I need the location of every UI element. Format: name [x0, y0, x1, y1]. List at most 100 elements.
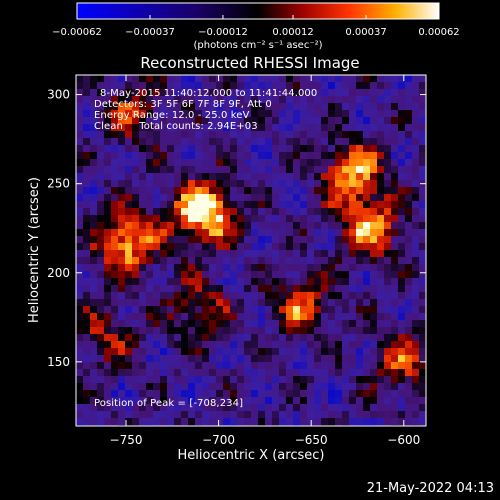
heatmap-cell [97, 355, 105, 363]
heatmap-cell [125, 222, 133, 230]
heatmap-cell [153, 159, 161, 167]
heatmap-cell [335, 383, 343, 391]
heatmap-cell [363, 369, 371, 377]
heatmap-cell [349, 292, 357, 300]
heatmap-cell [167, 180, 175, 188]
heatmap-cell [76, 257, 84, 265]
heatmap-cell [153, 131, 161, 139]
heatmap-cell [321, 390, 329, 398]
heatmap-cell [377, 278, 385, 286]
heatmap-cell [195, 320, 203, 328]
heatmap-cell [174, 180, 182, 188]
heatmap-cell [405, 341, 413, 349]
heatmap-cell [307, 159, 315, 167]
heatmap-cell [251, 313, 259, 321]
heatmap-cell [258, 411, 266, 419]
heatmap-cell [272, 110, 280, 118]
heatmap-cell [314, 271, 322, 279]
heatmap-cell [405, 299, 413, 307]
heatmap-cell [356, 341, 364, 349]
heatmap-cell [363, 292, 371, 300]
heatmap-cell [356, 313, 364, 321]
heatmap-cell [90, 103, 98, 111]
heatmap-cell [223, 418, 231, 426]
heatmap-cell [342, 96, 350, 104]
heatmap-cell [342, 75, 350, 83]
heatmap-cell [195, 208, 203, 216]
heatmap-cell [174, 138, 182, 146]
heatmap-cell [237, 229, 245, 237]
heatmap-cell [132, 124, 140, 132]
heatmap-cell [405, 264, 413, 272]
heatmap-cell [153, 229, 161, 237]
heatmap-cell [181, 334, 189, 342]
heatmap-cell [244, 173, 252, 181]
heatmap-cell [356, 355, 364, 363]
heatmap-cell [251, 180, 259, 188]
heatmap-cell [258, 250, 266, 258]
heatmap-cell [230, 313, 238, 321]
heatmap-cell [188, 341, 196, 349]
heatmap-cell [132, 313, 140, 321]
heatmap-cell [202, 320, 210, 328]
heatmap-cell [139, 194, 147, 202]
heatmap-cell [153, 243, 161, 251]
heatmap-cell [265, 201, 273, 209]
heatmap-cell [328, 390, 336, 398]
heatmap-cell [342, 215, 350, 223]
heatmap-cell [328, 173, 336, 181]
heatmap-cell [132, 341, 140, 349]
heatmap-cell [300, 124, 308, 132]
heatmap-cell [279, 75, 287, 83]
heatmap-cell [118, 390, 126, 398]
heatmap-cell [202, 348, 210, 356]
heatmap-cell [419, 397, 426, 405]
heatmap-cell [209, 145, 217, 153]
heatmap-cell [188, 334, 196, 342]
heatmap-cell [286, 355, 294, 363]
heatmap-cell [90, 110, 98, 118]
heatmap-cell [118, 82, 126, 90]
heatmap-cell [293, 320, 301, 328]
heatmap-cell [167, 243, 175, 251]
heatmap-cell [139, 222, 147, 230]
heatmap-cell [258, 271, 266, 279]
heatmap-cell [391, 229, 399, 237]
heatmap-cell [279, 180, 287, 188]
heatmap-cell [202, 152, 210, 160]
heatmap-cell [97, 376, 105, 384]
heatmap-cell [265, 306, 273, 314]
heatmap-cell [377, 320, 385, 328]
heatmap-cell [307, 208, 315, 216]
heatmap-cell [104, 285, 112, 293]
heatmap-cell [174, 173, 182, 181]
heatmap-cell [335, 404, 343, 412]
heatmap-cell [356, 278, 364, 286]
heatmap-cell [370, 215, 378, 223]
heatmap-cell [139, 145, 147, 153]
heatmap-cell [216, 110, 224, 118]
heatmap-cell [167, 278, 175, 286]
heatmap-cell [83, 117, 91, 125]
heatmap-cell [223, 173, 231, 181]
heatmap-cell [321, 348, 329, 356]
heatmap-cell [321, 362, 329, 370]
heatmap-cell [307, 285, 315, 293]
heatmap-cell [321, 250, 329, 258]
heatmap-cell [335, 152, 343, 160]
heatmap-cell [139, 103, 147, 111]
heatmap-cell [363, 117, 371, 125]
heatmap-cell [160, 369, 168, 377]
heatmap-cell [111, 110, 119, 118]
heatmap-cell [342, 117, 350, 125]
heatmap-cell [314, 145, 322, 153]
heatmap-cell [83, 264, 91, 272]
heatmap-cell [209, 131, 217, 139]
heatmap-cell [258, 257, 266, 265]
heatmap-cell [286, 397, 294, 405]
heatmap-cell [258, 264, 266, 272]
heatmap-cell [370, 96, 378, 104]
heatmap-cell [139, 110, 147, 118]
heatmap-cell [384, 397, 392, 405]
heatmap-cell [377, 110, 385, 118]
